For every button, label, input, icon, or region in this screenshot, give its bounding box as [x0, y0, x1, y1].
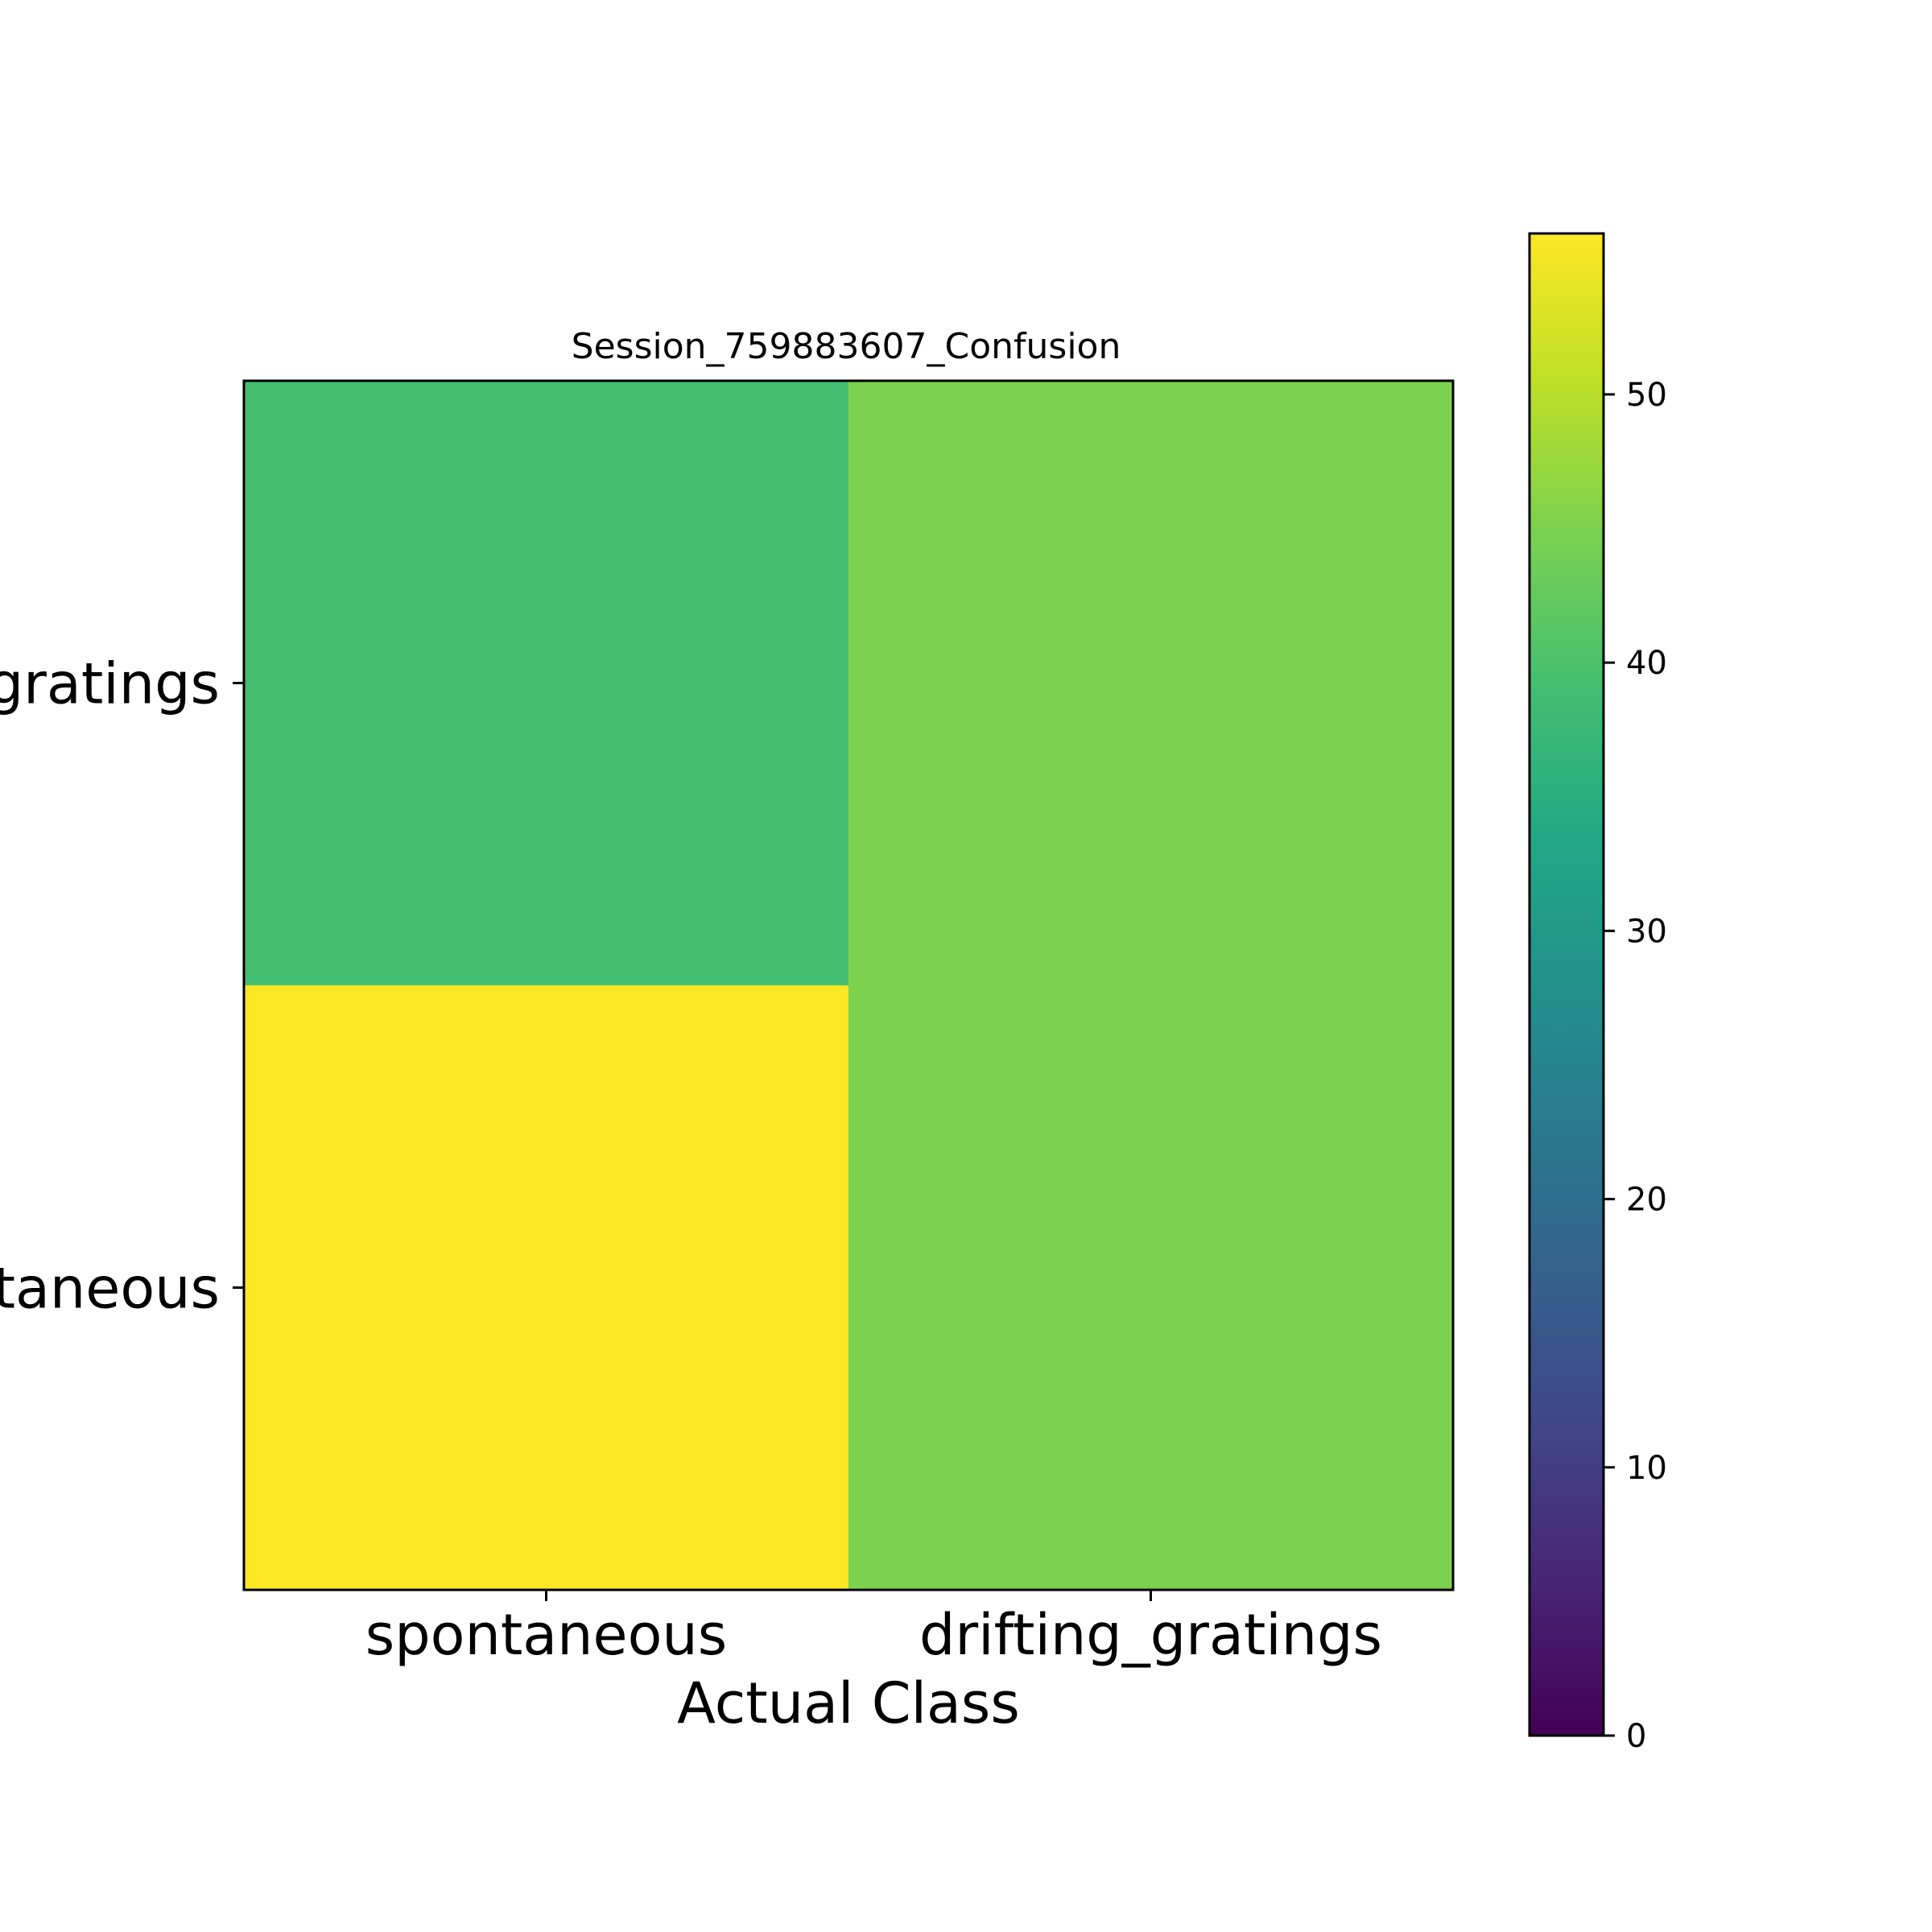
- heatmap-cells: [244, 381, 1454, 1591]
- heatmap-cell-r0-c0: [244, 381, 849, 986]
- colorbar: [1528, 232, 1605, 1737]
- x-tick-label: spontaneous: [365, 1602, 728, 1668]
- plot-frame: [242, 379, 1455, 1591]
- heatmap-cell-r0-c1: [848, 381, 1454, 986]
- colorbar-ticks: 0 10 20 30 40 50: [1604, 377, 1667, 1755]
- y-tick-label: spontaneous: [0, 1256, 220, 1322]
- colorbar-tick-label: 10: [1626, 1450, 1667, 1487]
- colorbar-tick-label: 30: [1626, 913, 1667, 950]
- y-axis-ticks: drifting_gratings spontaneous: [0, 651, 244, 1322]
- heatmap-cell-r1-c1: [848, 985, 1454, 1591]
- colorbar-tick-label: 50: [1626, 377, 1667, 414]
- colorbar-tick-label: 20: [1626, 1182, 1667, 1219]
- x-axis-ticks: spontaneous drifting_gratings: [365, 1590, 1382, 1668]
- x-tick-label: drifting_gratings: [919, 1602, 1382, 1668]
- colorbar-tick-label: 40: [1626, 645, 1667, 682]
- y-tick-label: drifting_gratings: [0, 651, 220, 717]
- chart-title: Session_759883607_Confusion: [572, 326, 1121, 367]
- heatmap-cell-r1-c0: [244, 985, 849, 1591]
- colorbar-tick-label: 0: [1626, 1718, 1646, 1755]
- x-axis-label: Actual Class: [677, 1670, 1020, 1736]
